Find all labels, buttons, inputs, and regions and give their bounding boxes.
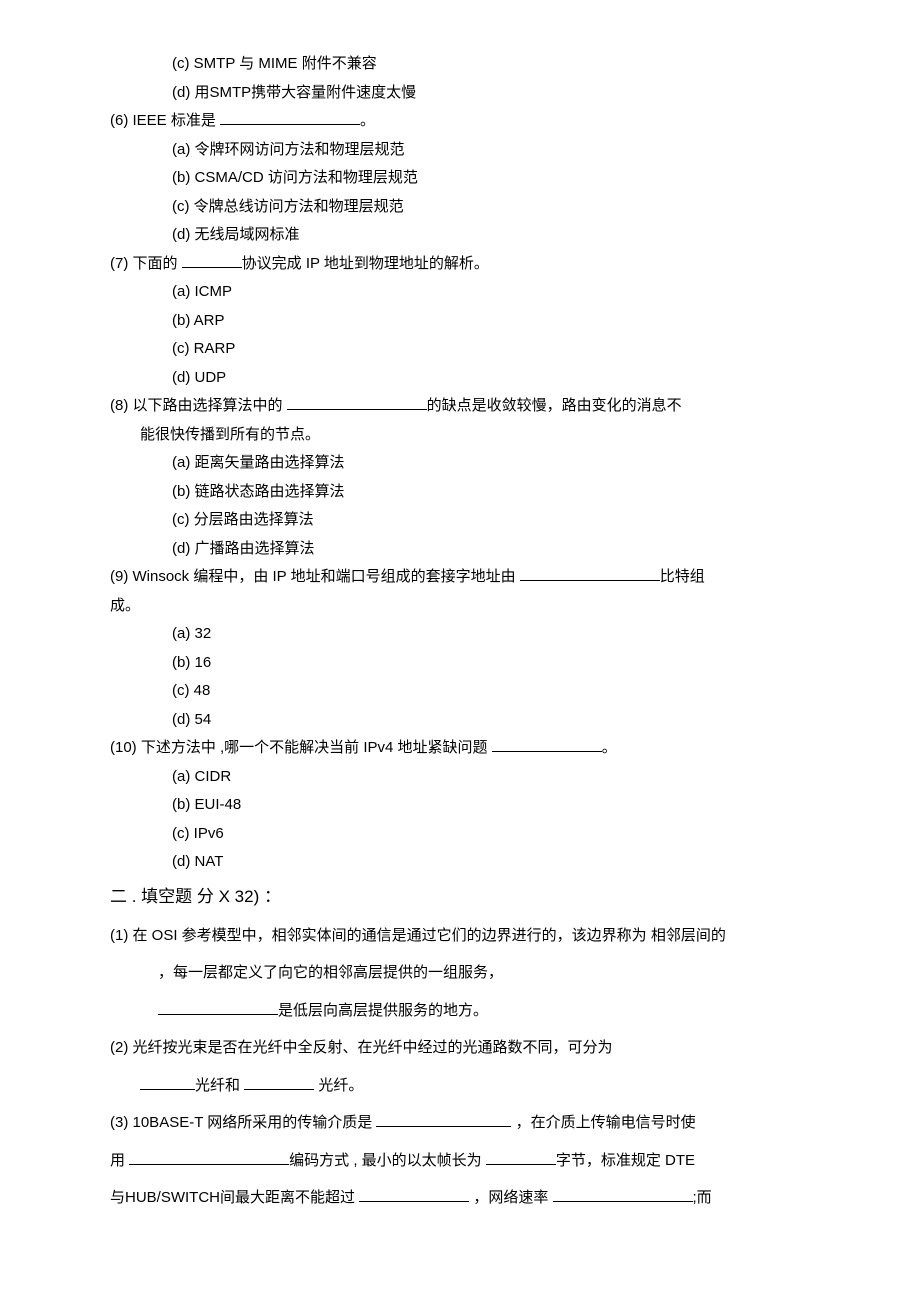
q9-stem-post: 比特组 [660,568,705,585]
q8-option-d: (d) 广播路由选择算法 [110,535,820,564]
q5-option-c: (c) SMTP 与 MIME 附件不兼容 [110,50,820,79]
q9-continuation: 成。 [110,592,820,621]
q7-stem-post: 协议完成 IP 地址到物理地址的解析。 [242,255,489,272]
q10-option-c: (c) IPv6 [110,820,820,849]
q6-blank[interactable] [220,109,360,125]
f3-blank3[interactable] [486,1149,556,1165]
q5-option-d: (d) 用SMTP携带大容量附件速度太慢 [110,79,820,108]
q7-option-a: (a) ICMP [110,278,820,307]
f3-blank5[interactable] [553,1186,693,1202]
q10-stem: (10) 下述方法中 ,哪一个不能解决当前 IPv4 地址紧缺问题 。 [110,734,820,763]
q8-option-b: (b) 链路状态路由选择算法 [110,478,820,507]
q10-option-a: (a) CIDR [110,763,820,792]
f3-line2-mid: 编码方式 , 最小的以太帧长为 [289,1152,486,1169]
f3-line2-pre: 用 [110,1152,129,1169]
q6-stem-post: 。 [360,112,375,129]
q8-option-c: (c) 分层路由选择算法 [110,506,820,535]
q8-option-a: (a) 距离矢量路由选择算法 [110,449,820,478]
f3-line3-mid: ，网络速率 [469,1189,552,1206]
q6-option-a: (a) 令牌环网访问方法和物理层规范 [110,136,820,165]
f2-blank2[interactable] [244,1074,314,1090]
q9-stem: (9) Winsock 编程中，由 IP 地址和端口号组成的套接字地址由 比特组 [110,563,820,592]
q9-blank[interactable] [520,565,660,581]
f3-blank2[interactable] [129,1149,289,1165]
f1-blank[interactable] [158,999,278,1015]
q8-stem-post: 的缺点是收敛较慢，路由变化的消息不 [427,397,682,414]
f3-line3-pre: 与HUB/SWITCH间最大距离不能超过 [110,1189,359,1206]
q9-option-d: (d) 54 [110,706,820,735]
q6-stem-pre: (6) IEEE 标准是 [110,112,220,129]
q6-option-b: (b) CSMA/CD 访问方法和物理层规范 [110,164,820,193]
q9-option-b: (b) 16 [110,649,820,678]
f3-line3-post: ;而 [693,1189,712,1206]
q7-stem: (7) 下面的 协议完成 IP 地址到物理地址的解析。 [110,250,820,279]
q9-option-c: (c) 48 [110,677,820,706]
q7-option-b: (b) ARP [110,307,820,336]
f2-line2-post: 光纤。 [314,1077,363,1094]
q9-stem-pre: (9) Winsock 编程中，由 IP 地址和端口号组成的套接字地址由 [110,568,520,585]
f3-line2: 用 编码方式 , 最小的以太帧长为 字节，标准规定 DTE [110,1142,820,1180]
q8-stem: (8) 以下路由选择算法中的 的缺点是收敛较慢，路由变化的消息不 [110,392,820,421]
f2-line2-mid: 光纤和 [195,1077,244,1094]
f1-line3: 是低层向高层提供服务的地方。 [110,992,820,1030]
f3-blank4[interactable] [359,1186,469,1202]
q8-continuation: 能很快传播到所有的节点。 [110,421,820,450]
f1-line3-post: 是低层向高层提供服务的地方。 [278,1002,488,1019]
q10-blank[interactable] [492,736,602,752]
q6-stem: (6) IEEE 标准是 。 [110,107,820,136]
f3-line2-post: 字节，标准规定 DTE [556,1152,695,1169]
q7-blank[interactable] [182,252,242,268]
section2-title: 二 . 填空题 分 X 32) ： [110,877,820,917]
f3-line3: 与HUB/SWITCH间最大距离不能超过 ，网络速率 ;而 [110,1179,820,1217]
f2-line2: 光纤和 光纤。 [110,1067,820,1105]
f3-blank1[interactable] [376,1111,511,1127]
f3-line1: (3) 10BASE-T 网络所采用的传输介质是 ，在介质上传输电信号时使 [110,1104,820,1142]
q6-option-d: (d) 无线局域网标准 [110,221,820,250]
q9-option-a: (a) 32 [110,620,820,649]
q8-blank[interactable] [287,394,427,410]
q7-option-d: (d) UDP [110,364,820,393]
q7-option-c: (c) RARP [110,335,820,364]
f1-line2: ，每一层都定义了向它的相邻高层提供的一组服务， [110,954,820,992]
q10-stem-pre: (10) 下述方法中 ,哪一个不能解决当前 IPv4 地址紧缺问题 [110,739,492,756]
q10-option-d: (d) NAT [110,848,820,877]
q7-stem-pre: (7) 下面的 [110,255,182,272]
f2-line1: (2) 光纤按光束是否在光纤中全反射、在光纤中经过的光通路数不同，可分为 [110,1029,820,1067]
q10-stem-post: 。 [602,739,617,756]
f3-line1-post: ，在介质上传输电信号时使 [511,1114,695,1131]
q6-option-c: (c) 令牌总线访问方法和物理层规范 [110,193,820,222]
f2-blank1[interactable] [140,1074,195,1090]
f3-line1-pre: (3) 10BASE-T 网络所采用的传输介质是 [110,1114,376,1131]
q10-option-b: (b) EUI-48 [110,791,820,820]
f1-line1: (1) 在 OSI 参考模型中，相邻实体间的通信是通过它们的边界进行的，该边界称… [110,917,820,955]
q8-stem-pre: (8) 以下路由选择算法中的 [110,397,287,414]
